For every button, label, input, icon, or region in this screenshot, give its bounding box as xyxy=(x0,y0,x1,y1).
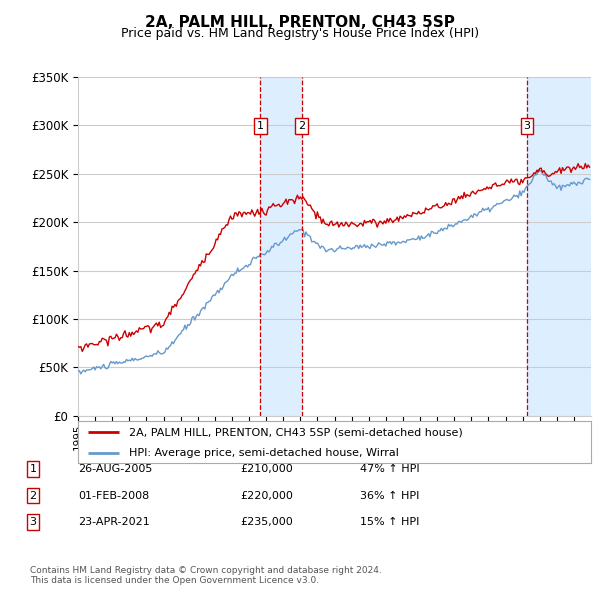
Text: 36% ↑ HPI: 36% ↑ HPI xyxy=(360,491,419,500)
Text: 47% ↑ HPI: 47% ↑ HPI xyxy=(360,464,419,474)
Text: 26-AUG-2005: 26-AUG-2005 xyxy=(78,464,152,474)
Text: 01-FEB-2008: 01-FEB-2008 xyxy=(78,491,149,500)
Text: 2: 2 xyxy=(298,121,305,131)
Text: £235,000: £235,000 xyxy=(240,517,293,527)
Text: Price paid vs. HM Land Registry's House Price Index (HPI): Price paid vs. HM Land Registry's House … xyxy=(121,27,479,40)
Text: 2A, PALM HILL, PRENTON, CH43 5SP (semi-detached house): 2A, PALM HILL, PRENTON, CH43 5SP (semi-d… xyxy=(130,427,463,437)
Text: 23-APR-2021: 23-APR-2021 xyxy=(78,517,150,527)
Text: HPI: Average price, semi-detached house, Wirral: HPI: Average price, semi-detached house,… xyxy=(130,448,399,457)
Text: 2: 2 xyxy=(29,491,37,500)
Bar xyxy=(260,77,302,416)
Bar xyxy=(527,77,591,416)
Text: Contains HM Land Registry data © Crown copyright and database right 2024.
This d: Contains HM Land Registry data © Crown c… xyxy=(30,566,382,585)
Text: 3: 3 xyxy=(29,517,37,527)
Text: £210,000: £210,000 xyxy=(240,464,293,474)
Text: 1: 1 xyxy=(29,464,37,474)
Text: 1: 1 xyxy=(257,121,264,131)
Text: 2A, PALM HILL, PRENTON, CH43 5SP: 2A, PALM HILL, PRENTON, CH43 5SP xyxy=(145,15,455,30)
Text: 15% ↑ HPI: 15% ↑ HPI xyxy=(360,517,419,527)
Text: 3: 3 xyxy=(523,121,530,131)
Text: £220,000: £220,000 xyxy=(240,491,293,500)
